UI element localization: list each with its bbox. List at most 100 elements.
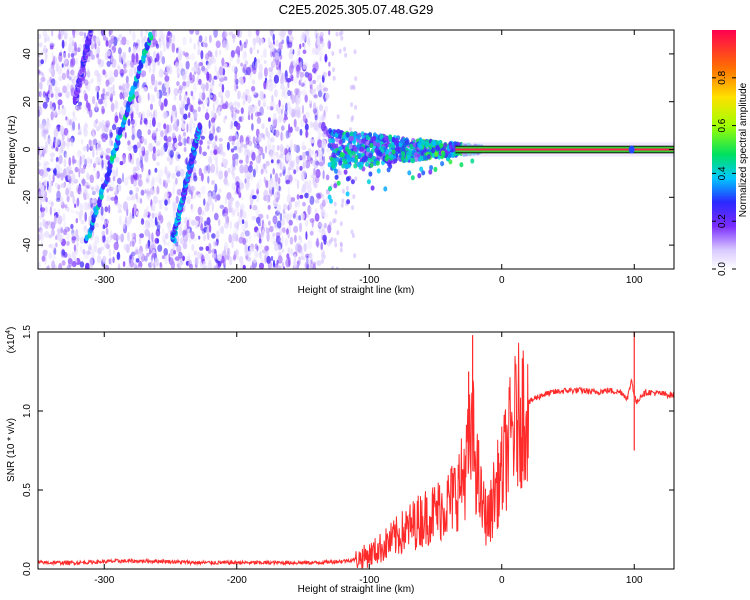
noise-cell	[287, 129, 292, 138]
noise-cell	[56, 190, 61, 201]
noise-cell	[38, 181, 42, 187]
noise-cell	[230, 120, 233, 129]
noise-cell	[216, 70, 220, 80]
noise-cell	[284, 113, 287, 119]
noise-cell	[201, 228, 206, 234]
noise-cell	[305, 231, 308, 240]
noise-cell	[309, 218, 315, 223]
tone-blob-cell	[407, 170, 412, 176]
noise-cell	[314, 106, 319, 115]
noise-cell	[309, 230, 314, 236]
noise-cell	[214, 241, 219, 246]
noise-cell	[255, 164, 258, 174]
noise-cell	[242, 164, 247, 173]
tone-blob-cell	[346, 154, 351, 160]
snr-ytick-label: 1.0	[22, 404, 33, 418]
noise-cell	[211, 248, 217, 254]
noise-cell	[327, 40, 332, 50]
noise-cell	[335, 31, 339, 37]
noise-cell	[298, 79, 301, 86]
noise-cell	[269, 75, 272, 82]
noise-cell	[322, 249, 325, 259]
noise-cell	[274, 89, 278, 98]
noise-cell	[249, 47, 253, 55]
spectrogram-xtick-label: 100	[626, 275, 643, 286]
noise-cell	[307, 193, 311, 202]
noise-cell	[122, 220, 126, 230]
noise-cell	[206, 62, 211, 70]
tone-band-core	[455, 148, 674, 151]
tone-blob-cell	[387, 161, 391, 167]
noise-cell	[233, 146, 238, 151]
noise-cell	[267, 131, 271, 140]
noise-cell	[214, 50, 218, 58]
noise-cell	[151, 232, 154, 242]
noise-cell	[141, 135, 145, 143]
noise-cell	[249, 72, 252, 80]
noise-cell	[158, 68, 164, 78]
noise-cell	[161, 56, 166, 65]
noise-cell	[332, 67, 335, 73]
tone-blob-cell	[365, 134, 370, 140]
noise-cell	[195, 30, 200, 36]
noise-cell	[108, 258, 112, 265]
noise-cell	[70, 223, 74, 230]
noise-cell	[258, 251, 263, 260]
noise-cell	[70, 53, 75, 58]
noise-cell	[67, 65, 70, 75]
noise-cell	[135, 157, 140, 167]
noise-cell	[97, 58, 102, 65]
noise-cell	[323, 87, 329, 92]
noise-cell	[222, 40, 228, 48]
noise-cell	[242, 237, 247, 245]
noise-cell	[91, 78, 94, 83]
noise-cell	[134, 102, 139, 111]
noise-cell	[223, 177, 228, 185]
noise-cell	[315, 168, 321, 179]
noise-cell	[288, 256, 291, 267]
noise-cell	[293, 169, 297, 175]
noise-cell	[176, 68, 179, 74]
noise-cell	[110, 93, 113, 103]
noise-cell	[43, 163, 48, 171]
noise-cell	[124, 216, 128, 224]
noise-cell	[88, 109, 93, 118]
noise-cell	[152, 253, 156, 259]
noise-cell	[254, 250, 259, 258]
noise-cell	[58, 52, 63, 63]
noise-cell	[309, 99, 312, 105]
noise-cell	[198, 62, 203, 67]
noise-cell	[104, 264, 110, 269]
noise-cell	[103, 124, 109, 133]
noise-cell	[80, 219, 85, 225]
tone-blob-cell	[396, 146, 401, 152]
noise-cell	[56, 61, 60, 69]
noise-cell	[151, 212, 155, 219]
noise-cell	[272, 33, 275, 42]
tone-blob-cell	[339, 151, 344, 157]
noise-cell	[68, 187, 71, 197]
noise-cell	[158, 177, 162, 185]
noise-cell	[256, 116, 262, 124]
noise-cell	[264, 145, 268, 154]
noise-cell	[280, 131, 283, 142]
noise-cell	[167, 136, 172, 143]
noise-cell	[295, 94, 299, 105]
noise-cell	[98, 98, 103, 105]
noise-cell	[39, 198, 43, 205]
noise-cell	[262, 101, 267, 108]
noise-cell	[270, 255, 274, 262]
noise-cell	[198, 35, 203, 43]
noise-cell	[302, 104, 304, 115]
noise-cell	[238, 159, 244, 164]
noise-cell	[209, 88, 213, 95]
noise-cell	[44, 34, 50, 42]
noise-cell	[38, 106, 43, 116]
noise-cell	[278, 41, 283, 51]
noise-cell	[218, 82, 223, 87]
noise-cell	[244, 243, 248, 253]
noise-cell	[78, 168, 81, 178]
noise-cell	[286, 35, 290, 45]
noise-cell	[151, 177, 155, 186]
